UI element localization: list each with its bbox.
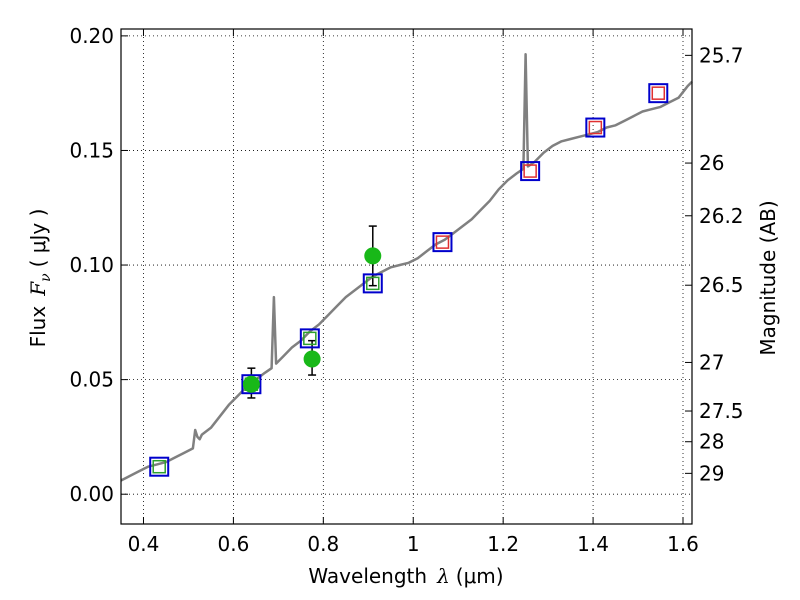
observed-points	[242, 247, 382, 393]
grid	[121, 29, 692, 524]
model-band-square-3	[362, 273, 383, 294]
model-band-inner-3	[366, 276, 380, 291]
x-axis-title: Wavelength λ (μm)	[308, 564, 503, 588]
y2-tick-label-4: 27	[699, 350, 724, 374]
observed-point-0	[242, 375, 260, 393]
model-band-inner-2	[303, 331, 317, 346]
y2-tick-label-6: 28	[699, 430, 724, 454]
y2-tick-label-5: 27.5	[699, 399, 744, 423]
y2-tick-label-0: 25.7	[699, 43, 744, 67]
model-band-outer-1	[241, 374, 262, 395]
model-band-inner-6	[588, 120, 603, 135]
x-tick-label-6: 1.6	[667, 532, 699, 556]
model-band-outer-2	[299, 328, 320, 349]
model-band-square-6	[585, 117, 606, 138]
model-band-outer-7	[648, 83, 669, 104]
model-band-outer-0	[149, 456, 170, 477]
model-band-inner-4	[435, 235, 450, 249]
model-band-inner-5	[523, 164, 537, 178]
y-tick-label-4: 0.20	[69, 24, 114, 48]
y2-tick-label-7: 29	[699, 461, 724, 485]
observed-point-2	[364, 247, 382, 265]
model-band-outer-6	[585, 117, 606, 138]
x-tick-label-5: 1.4	[577, 532, 609, 556]
model-band-square-2	[299, 328, 320, 349]
y2-tick-label-3: 26.5	[699, 273, 744, 297]
y2-tick-label-2: 26.2	[699, 204, 744, 228]
observed-point-1	[303, 350, 321, 368]
model-band-square-0	[149, 456, 170, 477]
model-band-square-7	[648, 83, 669, 104]
y-axis-title: FluxFν( μJy )	[26, 209, 54, 348]
y-tick-label-1: 0.05	[69, 368, 114, 392]
x-tick-label-1: 0.6	[217, 532, 249, 556]
ticks: 0.4 0.6 0.8 1 1.2 1.4 1.6 0.00 0.05 0.10 0.15 0.20 2…	[69, 24, 743, 556]
model-band-inner-7	[651, 86, 666, 100]
model-band-square-4	[432, 232, 453, 253]
model-band-outer-3	[362, 273, 383, 294]
y2-axis-title: Magnitude (AB)	[756, 200, 780, 355]
model-band-square-5	[520, 161, 541, 182]
y-tick-label-0: 0.00	[69, 482, 114, 506]
x-tick-label-0: 0.4	[128, 532, 160, 556]
model-band-outer-4	[432, 232, 453, 253]
model-band-outer-5	[520, 161, 541, 182]
x-tick-label-4: 1.2	[487, 532, 519, 556]
x-tick-label-3: 1	[407, 532, 420, 556]
y-tick-label-3: 0.15	[69, 138, 114, 162]
model-band-inner-0	[152, 459, 166, 474]
y-tick-label-2: 0.10	[69, 253, 114, 277]
x-tick-label-2: 0.8	[307, 532, 339, 556]
plot-frame	[120, 28, 693, 525]
y2-tick-label-1: 26	[699, 151, 724, 175]
